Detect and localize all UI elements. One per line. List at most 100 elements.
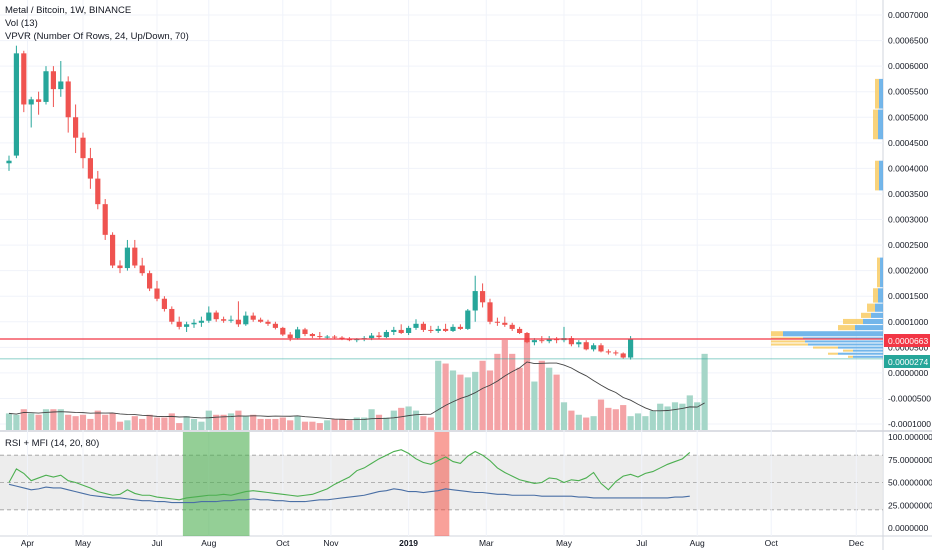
candle-body[interactable]: [132, 247, 138, 266]
candle-body[interactable]: [258, 319, 264, 322]
candle-body[interactable]: [169, 308, 175, 322]
overbought-zone: [434, 432, 450, 536]
volume-bar: [131, 416, 138, 430]
candle-body[interactable]: [80, 137, 86, 159]
candle-body[interactable]: [443, 328, 449, 331]
candle-body[interactable]: [591, 345, 597, 350]
candle-body[interactable]: [472, 291, 478, 311]
candle-body[interactable]: [65, 81, 71, 118]
candle-body[interactable]: [184, 324, 190, 327]
candle-body[interactable]: [28, 99, 34, 105]
candle-body[interactable]: [346, 339, 352, 341]
candle-body[interactable]: [221, 319, 227, 321]
candle-body[interactable]: [110, 234, 116, 266]
candle-body[interactable]: [154, 288, 160, 299]
candle-body[interactable]: [517, 328, 523, 333]
candle-body[interactable]: [272, 323, 278, 328]
candle-body[interactable]: [235, 319, 241, 325]
volume-bar: [671, 402, 679, 430]
volume-bar: [427, 417, 434, 430]
candle-body[interactable]: [295, 329, 301, 339]
vpvr-row-down: [848, 355, 853, 358]
candle-body[interactable]: [250, 315, 256, 320]
volume-bar: [272, 418, 279, 430]
candle-body[interactable]: [531, 340, 537, 343]
candle-body[interactable]: [576, 342, 582, 345]
candle-body[interactable]: [191, 322, 197, 325]
candle-body[interactable]: [124, 247, 130, 269]
candle-body[interactable]: [287, 334, 293, 339]
candle-body[interactable]: [302, 329, 308, 335]
candle-body[interactable]: [21, 53, 27, 105]
candle-body[interactable]: [324, 336, 330, 338]
candle-body[interactable]: [87, 158, 93, 179]
candle-body[interactable]: [568, 338, 574, 345]
volume-bar: [486, 370, 494, 430]
candle-body[interactable]: [435, 328, 441, 331]
vpvr-row-down: [838, 325, 855, 331]
candle-body[interactable]: [332, 336, 338, 338]
candle-body[interactable]: [406, 327, 412, 333]
candle-body[interactable]: [620, 353, 626, 358]
candle-body[interactable]: [524, 332, 530, 343]
candle-body[interactable]: [509, 324, 515, 329]
candle-body[interactable]: [487, 302, 493, 322]
candle-body[interactable]: [50, 71, 56, 90]
price-tick-label: 0.0000500: [888, 342, 928, 352]
price-pane[interactable]: [0, 0, 883, 430]
candle-body[interactable]: [480, 291, 486, 303]
candle-body[interactable]: [102, 204, 108, 235]
candle-body[interactable]: [13, 53, 19, 156]
time-tick-label: Apr: [21, 538, 34, 548]
candle-body[interactable]: [554, 339, 560, 341]
candle-body[interactable]: [420, 323, 426, 330]
candle-body[interactable]: [605, 351, 611, 353]
candle-body[interactable]: [613, 352, 619, 354]
candle-body[interactable]: [583, 342, 589, 350]
candle-body[interactable]: [95, 178, 101, 205]
vpvr-row-up: [853, 355, 883, 358]
candle-body[interactable]: [502, 322, 508, 325]
candle-body[interactable]: [383, 331, 389, 338]
candle-body[interactable]: [213, 312, 219, 320]
candle-body[interactable]: [58, 81, 64, 90]
candle-body[interactable]: [317, 336, 323, 338]
candle-body[interactable]: [339, 337, 345, 340]
candle-body[interactable]: [413, 323, 419, 328]
candle-body[interactable]: [161, 298, 167, 309]
candle-body[interactable]: [36, 99, 42, 102]
candle-body[interactable]: [243, 315, 249, 325]
candle-body[interactable]: [206, 312, 212, 321]
candle-body[interactable]: [176, 321, 182, 327]
candle-body[interactable]: [309, 334, 315, 337]
candle-body[interactable]: [198, 320, 204, 323]
candle-body[interactable]: [354, 339, 360, 341]
candle-body[interactable]: [369, 335, 375, 339]
candle-body[interactable]: [43, 71, 49, 102]
volume-bar: [398, 407, 405, 430]
candle-body[interactable]: [139, 265, 145, 274]
candle-body[interactable]: [73, 117, 79, 138]
candle-body[interactable]: [228, 319, 234, 321]
candle-body[interactable]: [450, 326, 456, 331]
candle-body[interactable]: [391, 329, 397, 332]
candle-body[interactable]: [117, 265, 123, 269]
current-price-badge: [884, 355, 930, 368]
candle-body[interactable]: [539, 340, 545, 342]
candle-body[interactable]: [147, 273, 153, 289]
candle-body[interactable]: [494, 321, 500, 323]
candle-body[interactable]: [428, 329, 434, 331]
candle-body[interactable]: [280, 327, 286, 335]
candle-body[interactable]: [265, 321, 271, 324]
candle-body[interactable]: [465, 310, 471, 329]
vpvr-row-up: [853, 349, 883, 352]
candle-body[interactable]: [546, 339, 552, 342]
candle-body[interactable]: [628, 339, 634, 358]
candle-body[interactable]: [376, 335, 382, 338]
candle-body[interactable]: [457, 326, 463, 329]
volume-bar: [612, 409, 619, 430]
candle-body[interactable]: [598, 345, 604, 352]
candle-body[interactable]: [398, 329, 404, 333]
candle-body[interactable]: [6, 160, 12, 164]
